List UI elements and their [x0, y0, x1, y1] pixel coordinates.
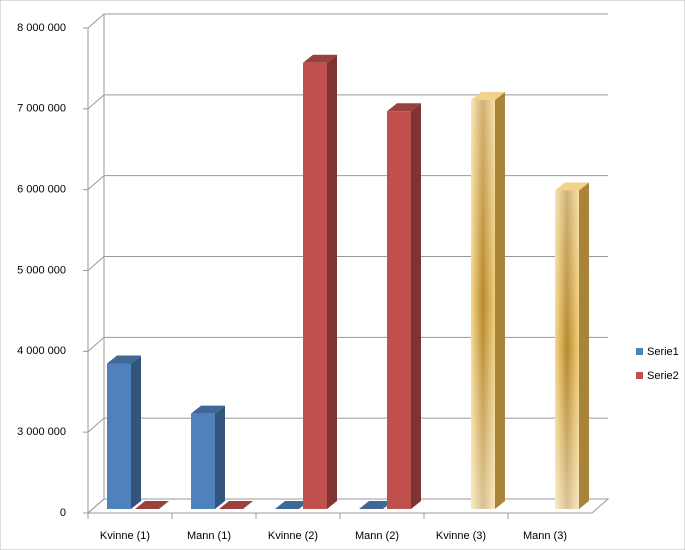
x-tick-label: Kvinne (1) [100, 530, 150, 542]
x-tick-label: Mann (1) [187, 530, 231, 542]
bar-face [135, 501, 169, 509]
bar-face [387, 103, 421, 112]
grid-line [87, 498, 608, 514]
bar [219, 501, 253, 509]
bar [191, 405, 225, 509]
legend-label: Serie2 [647, 370, 679, 382]
grid-line [87, 175, 608, 191]
bar-face [495, 91, 505, 510]
x-tick-label: Kvinne (2) [268, 530, 318, 542]
bar-face [191, 413, 215, 509]
y-tick-label: 3 000 000 [17, 426, 66, 438]
x-tick-label: Mann (2) [355, 530, 399, 542]
grid-line [87, 94, 608, 110]
bar-face [359, 501, 393, 509]
x-tick-label: Kvinne (3) [436, 530, 486, 542]
x-tick-label: Mann (3) [523, 530, 567, 542]
bar [303, 54, 337, 510]
bar-face [215, 405, 225, 509]
bar-face [219, 501, 253, 509]
bar-face [327, 54, 337, 510]
bar-face [555, 182, 589, 191]
grid-line [87, 417, 608, 433]
y-tick-label: 0 [60, 507, 66, 519]
bar-face [191, 405, 225, 414]
y-tick-label: 7 000 000 [17, 103, 66, 115]
grid-line [87, 256, 608, 271]
bar-face [411, 103, 421, 509]
bar-face [131, 355, 141, 509]
bar [359, 501, 393, 509]
legend-label: Serie1 [647, 346, 679, 358]
bar-face [471, 99, 495, 510]
bar-face [275, 501, 309, 509]
bar-face [107, 355, 141, 364]
bar-face [579, 182, 589, 509]
y-tick-label: 8 000 000 [17, 22, 66, 34]
bar-face [387, 111, 411, 509]
y-tick-label: 5 000 000 [17, 264, 66, 276]
bar [555, 182, 589, 509]
legend-swatch [636, 372, 643, 379]
bar-face [303, 62, 327, 510]
y-tick-label: 4 000 000 [17, 345, 66, 357]
bar [275, 501, 309, 509]
bar-face [555, 190, 579, 509]
y-tick-label: 6 000 000 [17, 184, 66, 196]
legend-swatch [636, 348, 643, 355]
grid-line [87, 336, 608, 352]
bar-face [471, 91, 505, 100]
bar [471, 91, 505, 510]
bar [107, 355, 141, 509]
grid-line [87, 13, 608, 29]
bar [135, 501, 169, 509]
bar-face [107, 363, 131, 509]
bar [387, 103, 421, 509]
bar-face [303, 54, 337, 63]
